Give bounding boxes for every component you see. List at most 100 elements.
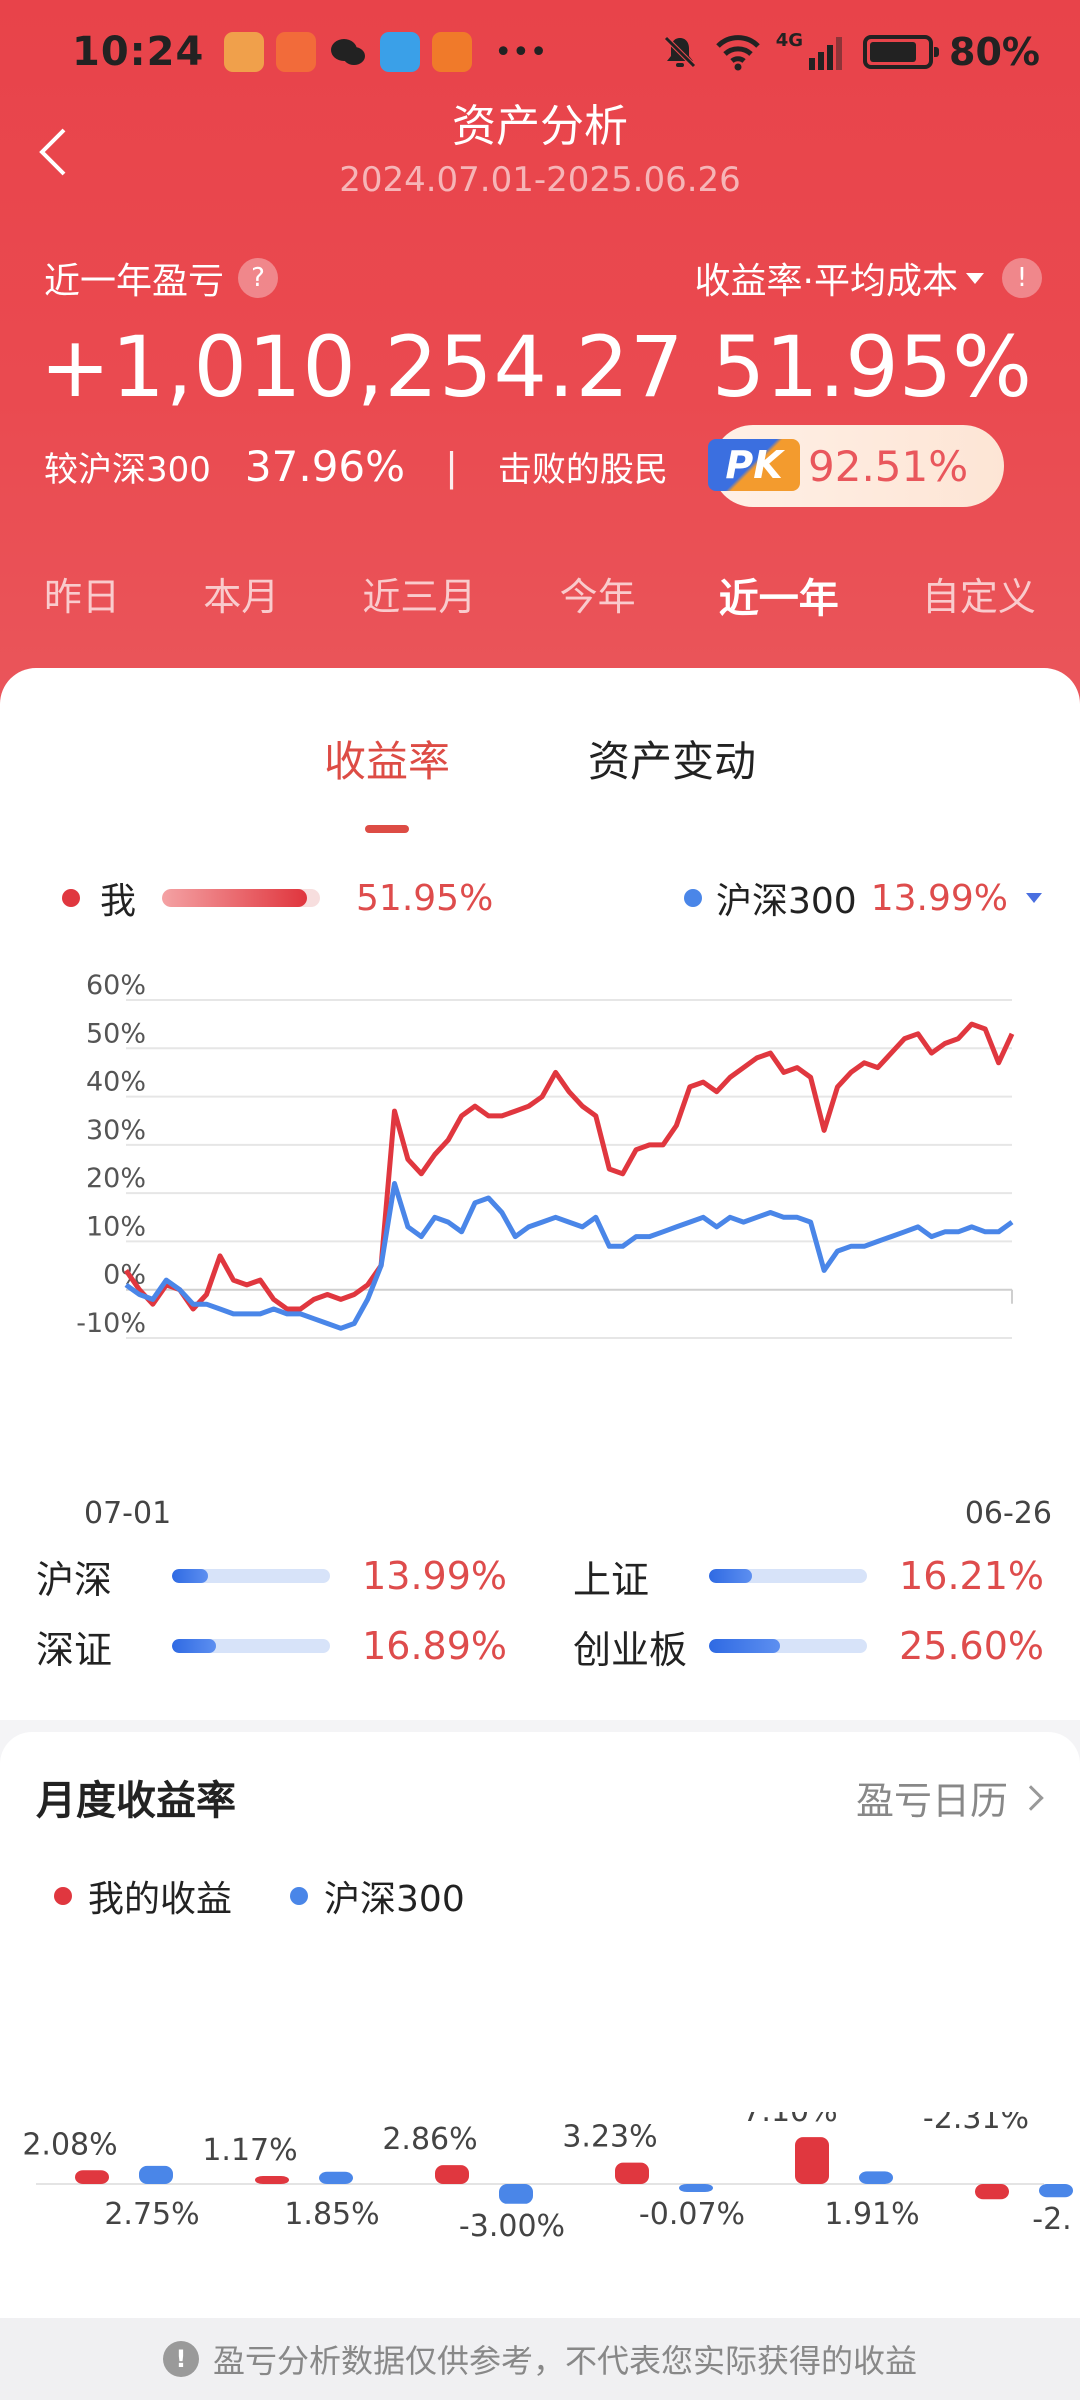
chart-sub-tabs: 收益率 资产变动 bbox=[0, 728, 1080, 833]
compare-label: 较沪深300 bbox=[44, 450, 211, 490]
beat-rate-pill[interactable]: PK 92.51% bbox=[708, 425, 1004, 507]
monthly-title: 月度收益率 bbox=[36, 1778, 236, 1824]
benchmark-label: 沪深300 bbox=[324, 1879, 465, 1920]
y-tick-label: 40% bbox=[86, 1067, 146, 1098]
benchmark-bar[interactable] bbox=[319, 2171, 353, 2184]
info-icon: ! bbox=[162, 2341, 199, 2377]
my-returns-dot bbox=[54, 1887, 72, 1905]
my-return-label: 7.10% bbox=[742, 2112, 837, 2129]
my-return-label: 1.17% bbox=[202, 2133, 297, 2168]
alert-icon[interactable]: ! bbox=[1002, 258, 1042, 298]
my-return-bar[interactable] bbox=[75, 2170, 109, 2184]
index-value: 25.60% bbox=[899, 1624, 1044, 1668]
tab-this-year[interactable]: 今年 bbox=[559, 575, 636, 619]
monthly-bar-chart[interactable]: 2.08% 1.17% 2.86% 3.23% 7.10% -2.31% 2.75% 1.85… bbox=[0, 2112, 1080, 2318]
tab-asset-change[interactable]: 资产变动 bbox=[588, 737, 757, 786]
return-mode-selector[interactable]: 收益率·平均成本 ! bbox=[695, 252, 1042, 304]
period-tabs: 昨日 本月 近三月 今年 近一年 自定义 bbox=[0, 566, 1080, 624]
my-return-bar[interactable] bbox=[975, 2184, 1009, 2200]
index-value: 16.89% bbox=[362, 1624, 507, 1668]
beat-label: 击败的股民 bbox=[497, 450, 668, 490]
pnl-calendar-link[interactable]: 盈亏日历 bbox=[855, 1770, 1044, 1825]
my-series-bar bbox=[162, 889, 321, 907]
x-start-label: 07-01 bbox=[84, 1496, 172, 1531]
back-arrow-icon[interactable] bbox=[34, 122, 82, 182]
wifi-icon bbox=[715, 35, 760, 71]
my-return-label: 3.23% bbox=[562, 2120, 657, 2155]
y-tick-label: -10% bbox=[76, 1308, 146, 1339]
benchmark-dot bbox=[290, 1887, 309, 1905]
profit-label-row: 近一年盈亏 ? bbox=[44, 252, 279, 304]
benchmark-line bbox=[124, 1181, 1014, 1331]
network-type: 4G bbox=[775, 30, 804, 51]
my-return-bar[interactable] bbox=[255, 2176, 289, 2184]
pk-icon: PK bbox=[708, 439, 800, 491]
benchmark-bar[interactable] bbox=[679, 2184, 713, 2192]
help-icon[interactable]: ? bbox=[238, 258, 279, 298]
battery-percent: 80% bbox=[949, 30, 1040, 74]
chevron-right-icon bbox=[1018, 1784, 1044, 1811]
my-return-bar[interactable] bbox=[615, 2162, 649, 2184]
tab-yesterday[interactable]: 昨日 bbox=[44, 575, 121, 619]
my-series-value: 51.95% bbox=[356, 877, 494, 919]
y-tick-label: 20% bbox=[86, 1163, 146, 1194]
notification-icons: ••• bbox=[224, 32, 547, 72]
my-series-dot bbox=[62, 889, 80, 907]
status-time: 10:24 bbox=[72, 29, 205, 75]
index-name: 上证 bbox=[573, 1557, 650, 1602]
tab-custom[interactable]: 自定义 bbox=[921, 575, 1036, 619]
benchmark-dot bbox=[684, 889, 702, 907]
app-notification-icon bbox=[276, 32, 317, 72]
y-tick-label: 50% bbox=[86, 1018, 146, 1049]
pnl-calendar-label: 盈亏日历 bbox=[855, 1779, 1008, 1823]
index-row: 创业板 25.60% bbox=[573, 1622, 1044, 1672]
mute-icon bbox=[663, 36, 696, 68]
wechat-icon bbox=[328, 32, 368, 72]
tab-this-month[interactable]: 本月 bbox=[203, 575, 280, 619]
y-tick-label: 30% bbox=[86, 1115, 146, 1146]
app-notification-icon bbox=[224, 32, 265, 72]
my-series-label: 我 bbox=[100, 881, 137, 922]
signal-icon bbox=[809, 37, 843, 70]
tab-three-months[interactable]: 近三月 bbox=[362, 575, 477, 619]
y-tick-label: 10% bbox=[86, 1211, 146, 1242]
index-name: 沪深 bbox=[36, 1557, 113, 1602]
index-row: 上证 16.21% bbox=[573, 1552, 1044, 1602]
index-value: 13.99% bbox=[362, 1554, 507, 1598]
index-bar bbox=[172, 1569, 330, 1583]
tab-returns[interactable]: 收益率 bbox=[324, 728, 450, 833]
hero-header: 10:24 ••• 4G 80% 资产分析 2024.07.01-2025.06… bbox=[0, 0, 1080, 720]
tab-one-year[interactable]: 近一年 bbox=[718, 576, 839, 622]
my-return-label: 2.86% bbox=[382, 2122, 477, 2157]
page-title: 资产分析 bbox=[452, 101, 628, 152]
return-mode-label: 收益率·平均成本 bbox=[694, 261, 958, 302]
benchmark-bar[interactable] bbox=[859, 2171, 893, 2184]
reader-icon bbox=[380, 32, 421, 72]
index-bar bbox=[709, 1639, 867, 1653]
profit-label: 近一年盈亏 bbox=[44, 261, 225, 302]
battery-icon bbox=[863, 35, 940, 69]
return-rate: 51.95% bbox=[711, 318, 1032, 416]
benchmark-bar[interactable] bbox=[499, 2184, 533, 2204]
my-return-label: 2.08% bbox=[22, 2127, 117, 2162]
date-range: 2024.07.01-2025.06.26 bbox=[339, 160, 741, 200]
x-end-label: 06-26 bbox=[964, 1496, 1052, 1531]
my-return-bar[interactable] bbox=[795, 2137, 829, 2184]
index-name: 创业板 bbox=[573, 1627, 688, 1672]
benchmark-selector[interactable]: 沪深300 13.99% bbox=[684, 872, 1042, 924]
status-right: 4G 80% bbox=[660, 30, 1040, 74]
y-tick-label: 60% bbox=[86, 970, 146, 1001]
benchmark-return-label: 2.75% bbox=[104, 2197, 199, 2232]
benchmark-return-label: -0.07% bbox=[639, 2197, 745, 2232]
returns-line-chart[interactable]: 60%50%40%30%20%10%0%-10% bbox=[0, 958, 1080, 1398]
benchmark-bar[interactable] bbox=[1039, 2184, 1073, 2198]
profit-amount: +1,010,254.27 bbox=[40, 318, 685, 416]
my-return-bar[interactable] bbox=[435, 2165, 469, 2184]
benchmark-bar[interactable] bbox=[139, 2165, 173, 2184]
benchmark-label: 沪深300 bbox=[716, 881, 857, 922]
chart-legend: 我 51.95% 沪深300 13.99% bbox=[62, 872, 1042, 924]
x-axis-labels: 07-01 06-26 bbox=[84, 1496, 1052, 1531]
my-returns-line bbox=[123, 1021, 1015, 1312]
disclaimer-text: 盈亏分析数据仅供参考，不代表您实际获得的收益 bbox=[212, 2342, 917, 2380]
monthly-returns-card: 月度收益率 盈亏日历 我的收益 沪深300 2.08% 1.17% 2.86% 3.2… bbox=[0, 1732, 1080, 2318]
